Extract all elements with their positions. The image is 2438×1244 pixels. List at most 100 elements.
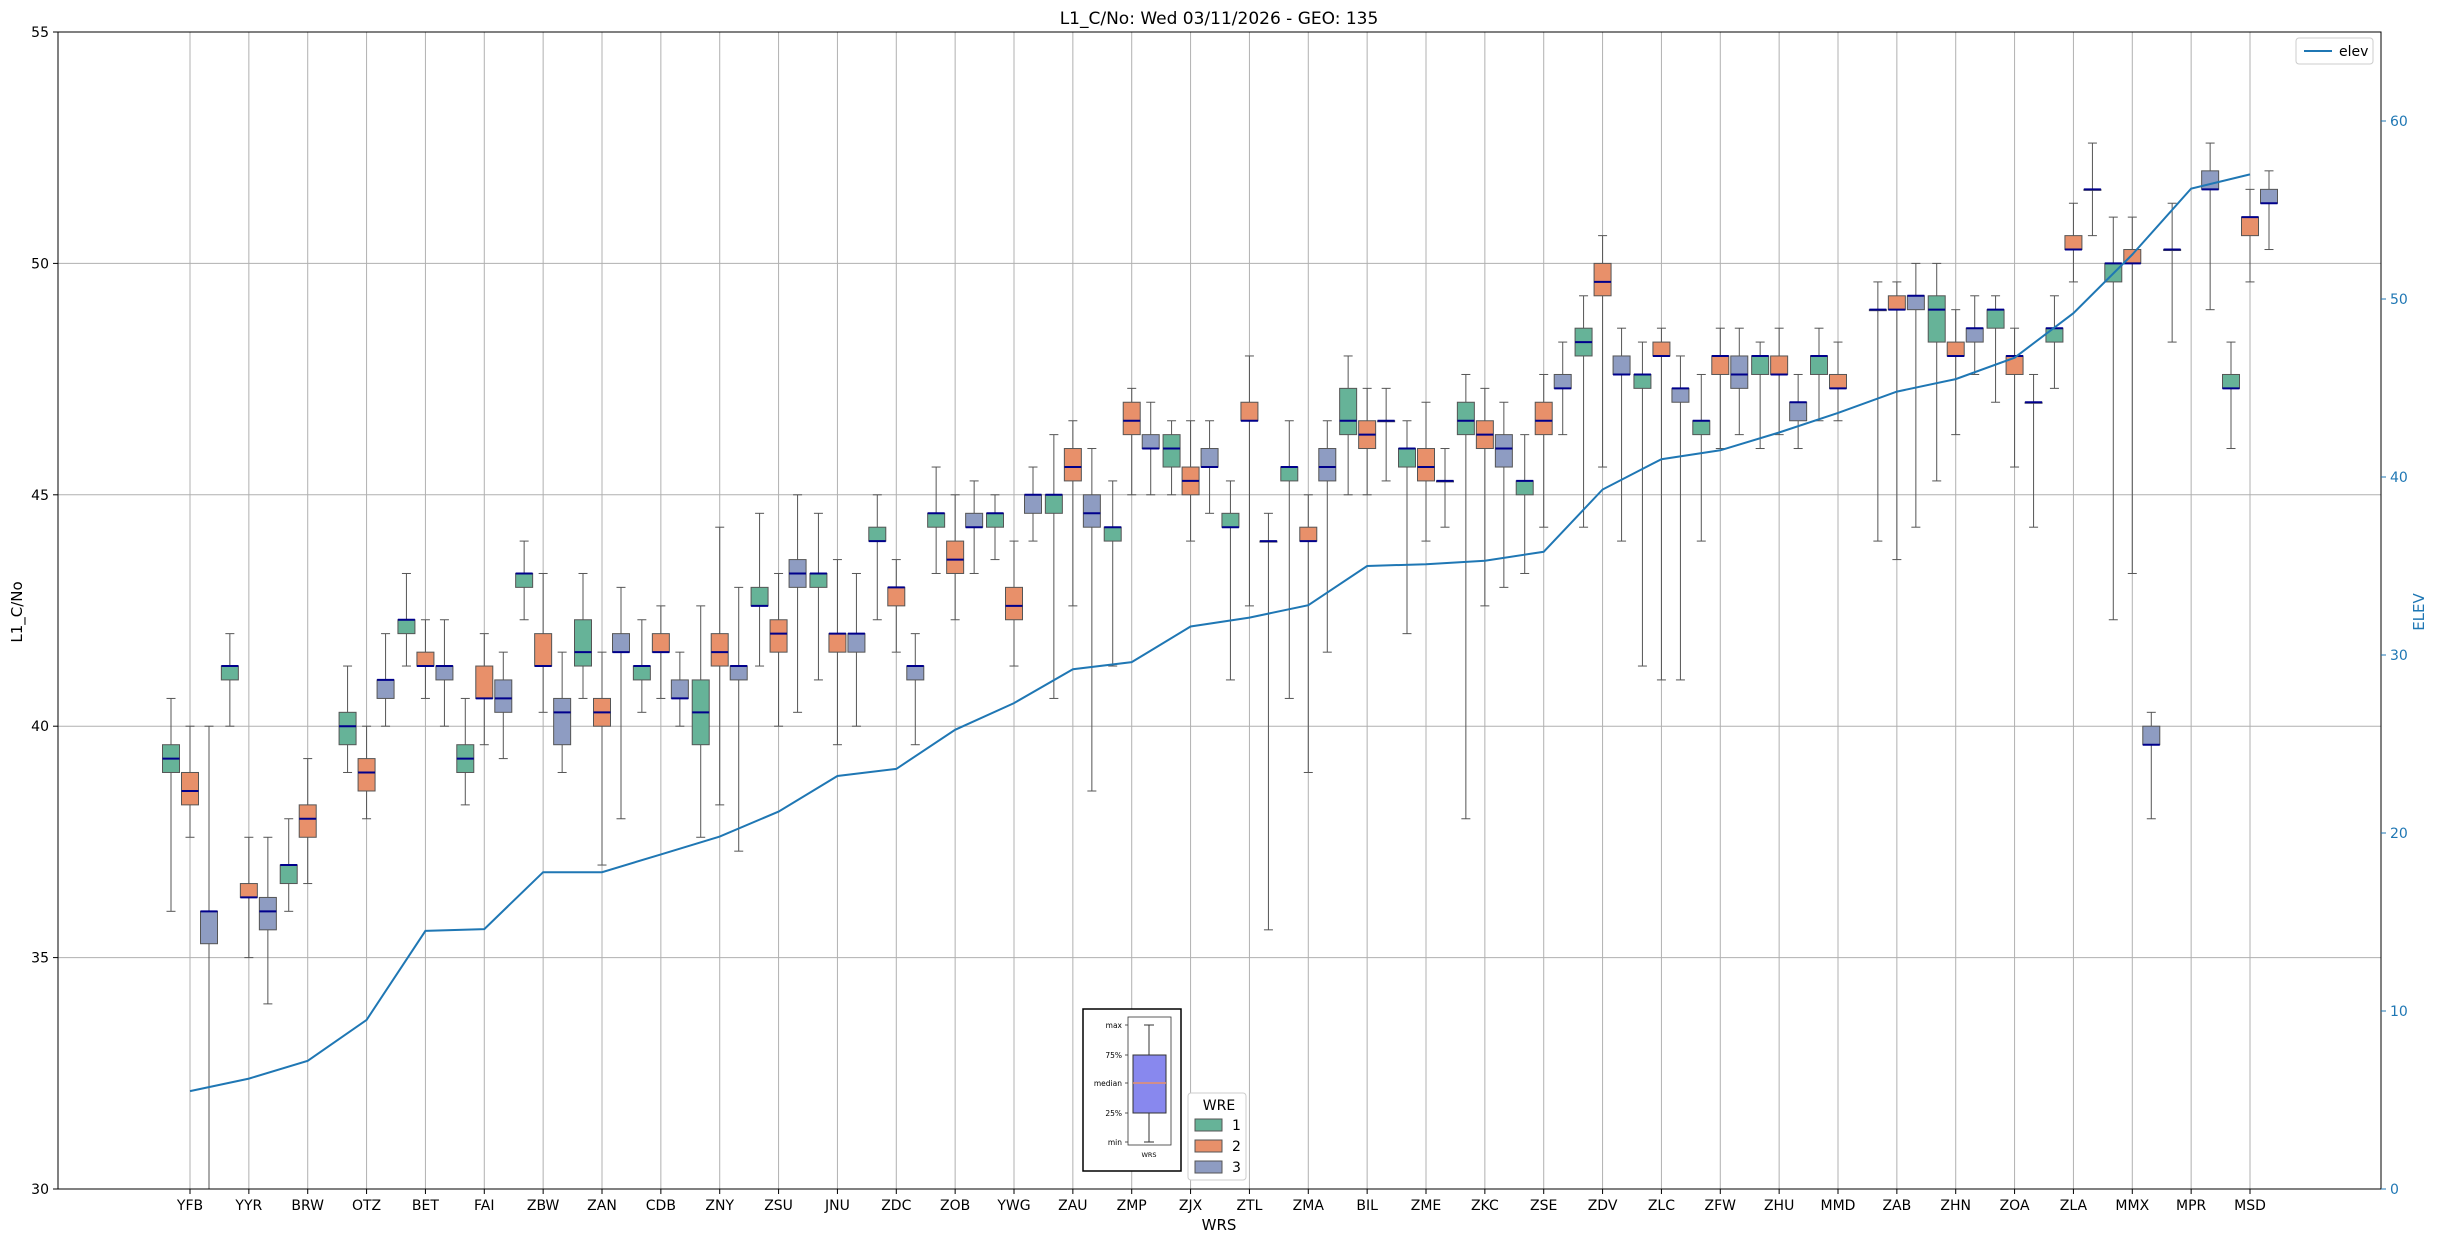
x-tick-label: YYR	[234, 1198, 262, 1214]
box-zoa-wre2	[2005, 327, 2024, 468]
box-ztl-wre3	[1259, 512, 1278, 931]
box-body	[1692, 420, 1711, 436]
box-brw-wre1	[279, 818, 298, 912]
box-body	[632, 665, 651, 681]
box-body	[416, 651, 435, 667]
box-ywg-wre1	[986, 494, 1004, 561]
box-zla-wre3	[2083, 142, 2102, 237]
box-zhu-wre2	[1770, 327, 1789, 436]
box-zsu-wre2	[769, 572, 788, 727]
box-body	[769, 619, 788, 653]
box-mmx-wre1	[2104, 216, 2123, 621]
box-zse-wre3	[1553, 341, 1572, 436]
box-body	[1162, 434, 1181, 468]
box-body	[729, 665, 748, 681]
elevation-line	[189, 173, 2251, 1093]
box-body	[1200, 448, 1219, 468]
box-yfb-wre1	[162, 697, 180, 912]
x-tick-label: ZHN	[1940, 1198, 1971, 1214]
box-body	[887, 586, 906, 607]
box-mmx-wre2	[2123, 216, 2142, 574]
wre-legend-title: WRE	[1203, 1098, 1235, 1114]
box-ywg-wre2	[1005, 540, 1023, 667]
box-zau-wre1	[1044, 434, 1063, 699]
box-zny-wre2	[710, 526, 729, 806]
y2-tick-label: 50	[2390, 292, 2408, 308]
box-body	[1612, 355, 1631, 375]
box-body	[1671, 387, 1690, 403]
box-body	[986, 512, 1004, 528]
inset-box	[1132, 1054, 1167, 1114]
box-ztl-wre1	[1221, 480, 1240, 681]
x-tick-label: BRW	[291, 1198, 324, 1214]
box-body	[397, 619, 416, 635]
x-tick-label: ZMA	[1293, 1198, 1325, 1214]
box-msd-wre2	[2241, 188, 2259, 283]
box-zdv-wre1	[1574, 295, 1593, 528]
box-zhn-wre3	[1965, 295, 1984, 375]
box-cdb-wre1	[632, 619, 651, 713]
x-tick-label: ZTL	[1236, 1198, 1262, 1214]
box-zjx-wre3	[1200, 420, 1219, 514]
box-zma-wre3	[1318, 420, 1337, 653]
x-tick-label: ZAB	[1882, 1198, 1911, 1214]
box-zau-wre3	[1082, 448, 1101, 792]
box-zdc-wre1	[868, 494, 887, 621]
box-body	[906, 665, 925, 681]
box-zfw-wre2	[1711, 327, 1730, 450]
box-body	[1534, 401, 1553, 436]
box-brw-wre2	[298, 758, 317, 885]
wre-legend-label-3: 3	[1232, 1160, 1241, 1176]
box-body	[1103, 526, 1122, 542]
box-zmp-wre3	[1141, 401, 1160, 496]
box-body	[1082, 494, 1101, 528]
x-tick-label: MPR	[2176, 1198, 2207, 1214]
box-body	[1711, 355, 1730, 375]
x-tick-label: ZOA	[2000, 1198, 2030, 1214]
box-body	[1240, 401, 1259, 422]
box-zlc-wre1	[1633, 341, 1652, 667]
box-otz-wre2	[357, 725, 376, 820]
box-mmd-wre2	[1829, 341, 1847, 422]
box-ztl-wre2	[1240, 355, 1259, 607]
box-zab-wre2	[1887, 281, 1906, 561]
box-layer	[162, 142, 2278, 1190]
box-body	[809, 572, 828, 588]
box-body	[298, 804, 317, 838]
x-tick-label: ZME	[1411, 1198, 1442, 1214]
x-tick-label: ZSE	[1530, 1198, 1557, 1214]
box-zkc-wre2	[1475, 387, 1494, 607]
box-yyr-wre2	[239, 836, 258, 959]
box-body	[1456, 401, 1475, 436]
box-body	[239, 883, 258, 898]
box-body	[1789, 401, 1808, 422]
box-jnu-wre3	[847, 572, 866, 727]
box-zau-wre2	[1063, 420, 1082, 607]
box-fai-wre3	[494, 651, 513, 760]
box-body	[1751, 355, 1770, 375]
inset-label: max	[1106, 1021, 1123, 1030]
box-body	[1593, 262, 1612, 297]
x-tick-label: ZFW	[1705, 1198, 1737, 1214]
box-msd-wre1	[2222, 341, 2240, 450]
y2-axis-label: ELEV	[2410, 592, 2428, 630]
box-otz-wre1	[338, 665, 357, 773]
y-axis-label: L1_C/No	[8, 581, 27, 642]
boxplot-inset: max 75% median 25% min WRS	[1082, 1008, 1182, 1172]
box-bet-wre2	[416, 619, 435, 699]
box-body	[494, 679, 513, 713]
box-zhn-wre1	[1927, 262, 1946, 482]
box-fai-wre1	[456, 697, 475, 806]
box-body	[2064, 235, 2083, 251]
wre-legend-label-1: 1	[1232, 1118, 1241, 1134]
x-tick-label: ZAN	[587, 1198, 617, 1214]
box-body	[1927, 295, 1946, 343]
box-zhu-wre3	[1789, 373, 1808, 450]
x-tick-label: JNU	[824, 1198, 850, 1214]
box-bet-wre3	[435, 619, 454, 727]
wre-legend-swatch-1	[1194, 1118, 1223, 1132]
box-fai-wre2	[475, 633, 494, 746]
box-body	[181, 771, 199, 806]
